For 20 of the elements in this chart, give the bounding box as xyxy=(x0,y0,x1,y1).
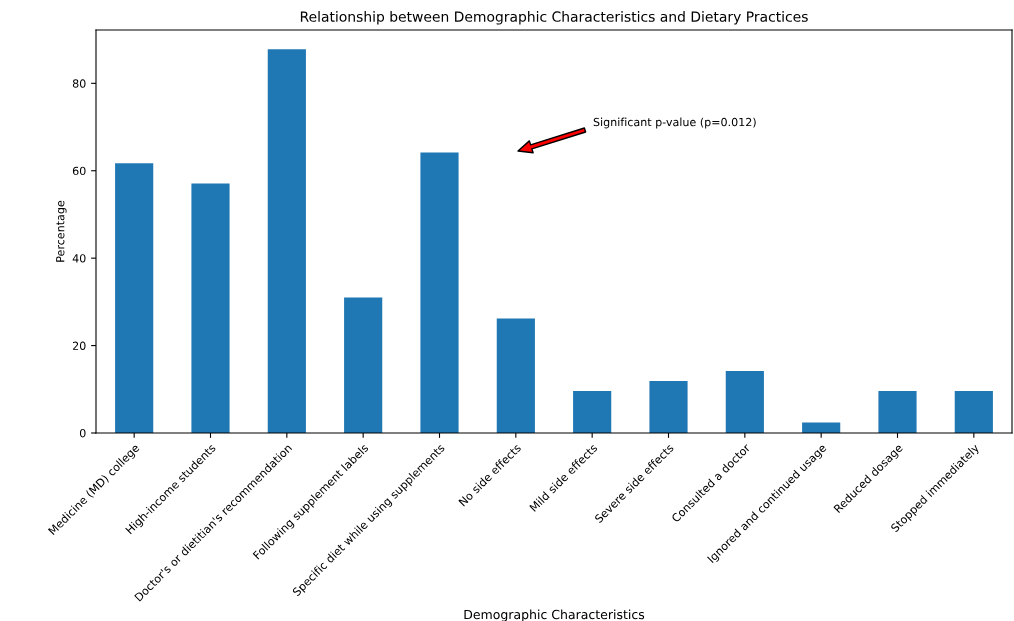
bar xyxy=(267,49,306,433)
y-tick-label: 20 xyxy=(72,341,86,350)
bar xyxy=(725,370,764,433)
y-axis-title: Percentage xyxy=(56,200,67,262)
bar xyxy=(649,380,688,433)
bar xyxy=(573,391,612,433)
bar xyxy=(115,163,154,433)
chart-title: Relationship between Demographic Characteristics and Dietary Practices xyxy=(300,11,808,25)
bar xyxy=(191,183,230,433)
bar xyxy=(496,318,535,433)
x-axis-title: Demographic Characteristics xyxy=(464,609,645,621)
y-tick-label: 0 xyxy=(79,428,86,438)
bar xyxy=(344,297,383,433)
y-tick-label: 60 xyxy=(72,166,86,176)
y-tick-label: 40 xyxy=(72,254,86,263)
bar xyxy=(954,391,993,433)
annotation: Significant p-value (p=0.012) xyxy=(593,117,756,129)
y-tick-label: 80 xyxy=(72,79,86,88)
bar xyxy=(878,391,917,433)
bar xyxy=(420,152,459,433)
